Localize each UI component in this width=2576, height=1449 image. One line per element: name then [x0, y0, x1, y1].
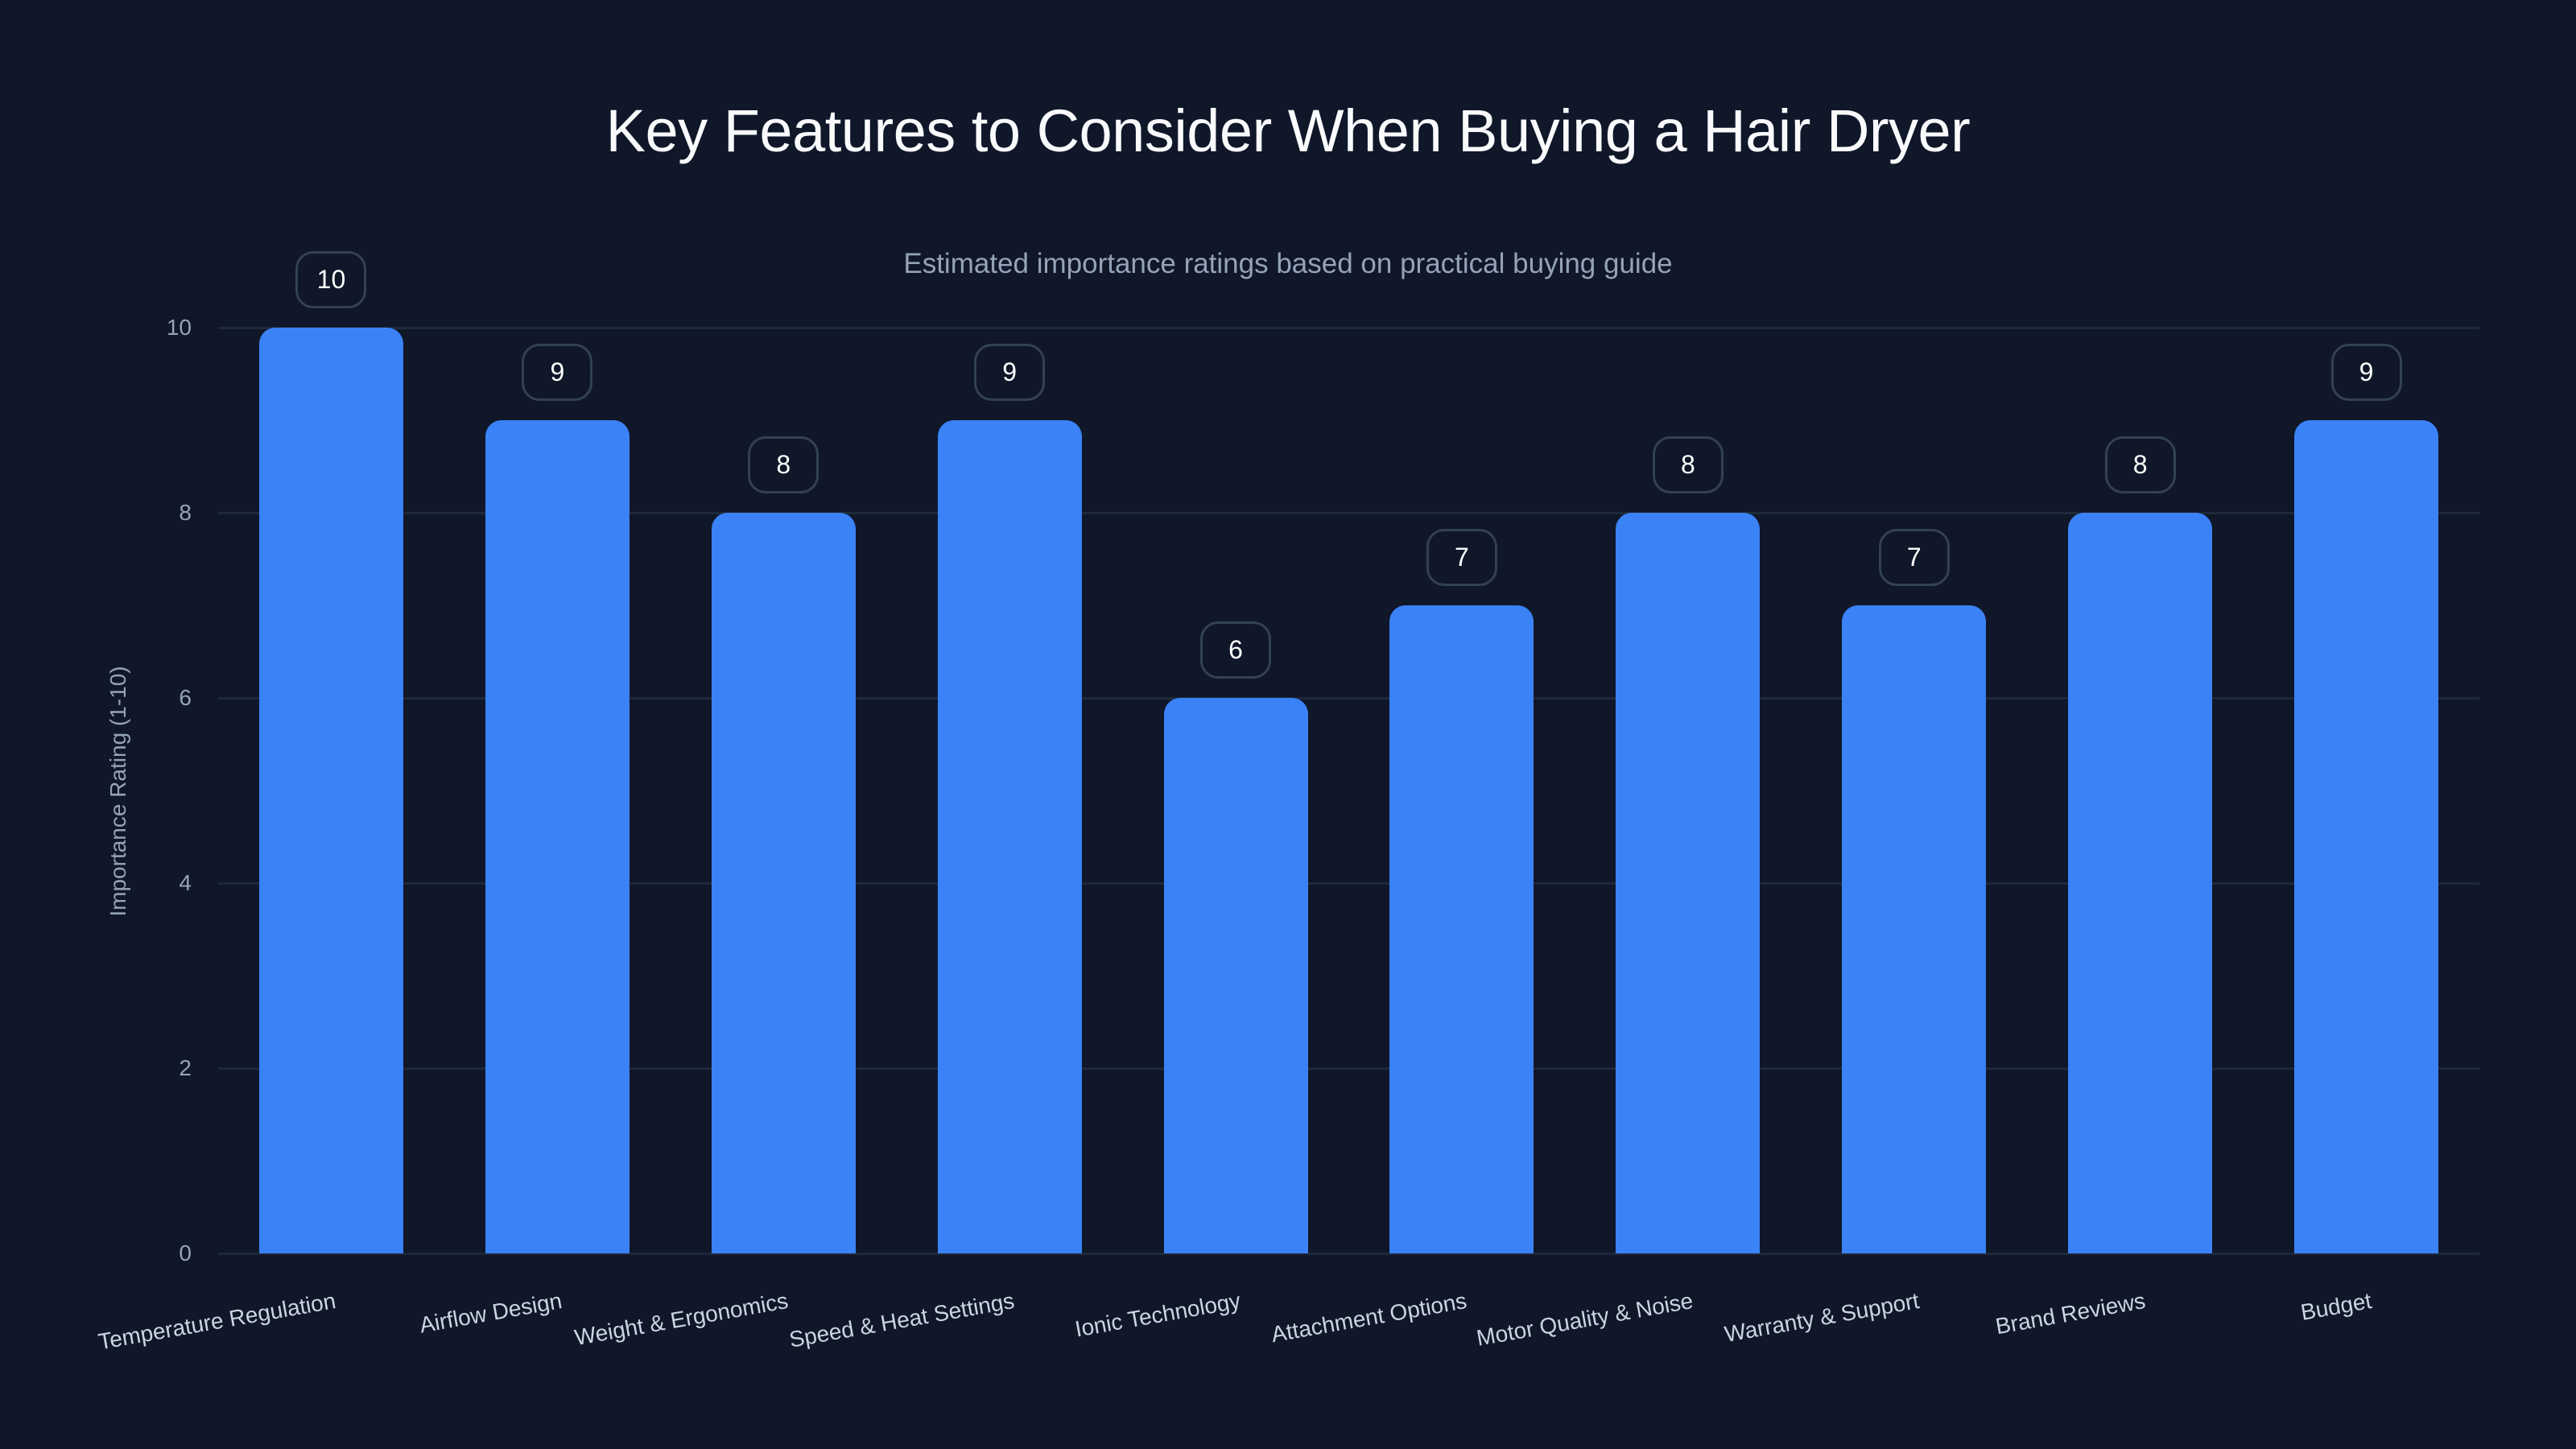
bar[interactable]	[485, 420, 630, 1253]
y-tick-label: 4	[179, 870, 192, 895]
gridline	[218, 1253, 2479, 1255]
bar[interactable]	[1842, 605, 1987, 1253]
x-tick-label: Attachment Options	[1269, 1288, 1469, 1348]
bar-value-label: 6	[1200, 621, 1272, 679]
bar-value-label: 9	[2330, 344, 2402, 401]
bar-value-label: 10	[295, 251, 367, 308]
bar[interactable]	[937, 420, 1082, 1253]
x-tick-label: Motor Quality & Noise	[1474, 1288, 1695, 1351]
x-tick-label: Warranty & Support	[1722, 1288, 1922, 1348]
chart-title: Key Features to Consider When Buying a H…	[605, 97, 1971, 164]
y-tick-label: 0	[179, 1241, 192, 1265]
bar[interactable]	[711, 513, 856, 1253]
gridline	[218, 1067, 2479, 1070]
x-tick-label: Speed & Heat Settings	[787, 1288, 1017, 1352]
bar-value-label: 8	[1652, 436, 1724, 493]
bar-value-label: 8	[748, 436, 819, 493]
bar-value-label: 9	[974, 344, 1046, 401]
bar[interactable]	[258, 328, 403, 1253]
gridline	[218, 512, 2479, 514]
y-tick-label: 10	[166, 315, 192, 340]
x-tick-label: Weight & Ergonomics	[572, 1288, 791, 1351]
gridline	[218, 697, 2479, 700]
bar-value-label: 7	[1426, 529, 1497, 586]
gridline	[218, 882, 2479, 885]
bar[interactable]	[2068, 513, 2213, 1253]
y-tick-label: 6	[179, 685, 192, 710]
bar[interactable]	[2294, 420, 2439, 1253]
chart-subtitle: Estimated importance ratings based on pr…	[903, 248, 1673, 279]
bar[interactable]	[1616, 513, 1761, 1253]
y-tick-label: 8	[179, 500, 192, 525]
x-tick-label: Budget	[2298, 1288, 2373, 1325]
x-tick-label: Ionic Technology	[1073, 1288, 1243, 1342]
gridline	[218, 327, 2479, 329]
x-tick-label: Temperature Regulation	[97, 1288, 338, 1355]
bar[interactable]	[1163, 698, 1308, 1253]
bar-value-label: 8	[2104, 436, 2176, 493]
bar-value-label: 9	[522, 344, 593, 401]
bar-value-label: 7	[1878, 529, 1950, 586]
x-tick-label: Airflow Design	[418, 1288, 564, 1338]
x-tick-label: Brand Reviews	[1993, 1288, 2148, 1340]
y-tick-label: 2	[179, 1055, 192, 1080]
bar[interactable]	[1389, 605, 1534, 1253]
